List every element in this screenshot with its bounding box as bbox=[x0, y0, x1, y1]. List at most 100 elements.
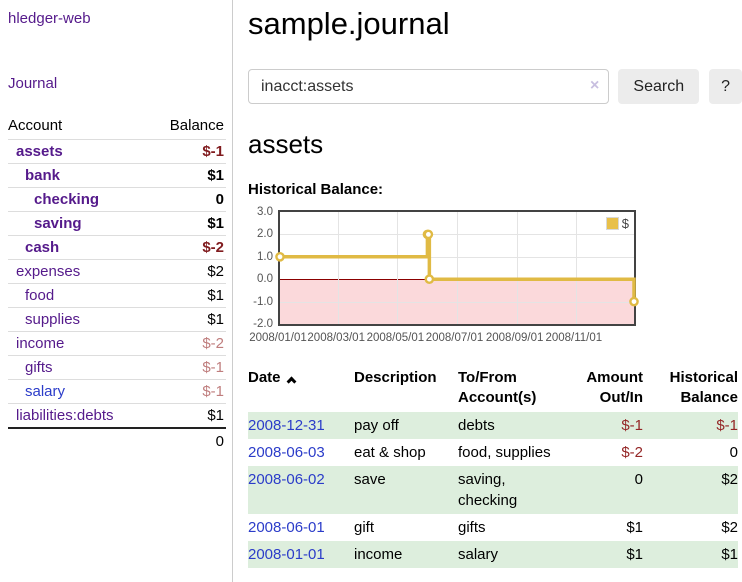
transaction-accounts: food, supplies bbox=[458, 444, 551, 461]
transaction-accounts: gifts bbox=[458, 519, 486, 536]
sidebar-item-liabilities-debts: liabilities:debts $1 bbox=[8, 403, 226, 427]
account-balance: $-1 bbox=[202, 383, 224, 400]
x-tick-label: 2008/11/01 bbox=[545, 332, 603, 344]
balance-column-header: Balance bbox=[169, 117, 224, 134]
data-point-marker bbox=[275, 252, 285, 262]
data-point-marker bbox=[629, 296, 639, 307]
account-balance: $1 bbox=[207, 407, 224, 424]
sidebar-item-food: food $1 bbox=[8, 283, 226, 307]
account-link[interactable]: salary bbox=[25, 383, 66, 400]
transaction-balance: $-1 bbox=[716, 417, 738, 434]
legend-label: $ bbox=[621, 216, 629, 231]
account-link[interactable]: gifts bbox=[25, 359, 53, 376]
nav-journal-link[interactable]: Journal bbox=[8, 75, 58, 92]
transaction-date-link[interactable]: 2008-06-02 bbox=[248, 471, 325, 488]
x-tick-label: 2008/03/01 bbox=[307, 332, 365, 344]
data-point-marker bbox=[423, 229, 434, 240]
search-button[interactable]: Search bbox=[618, 69, 700, 104]
register-row: 2008-12-31 pay off debts $-1 $-1 bbox=[248, 412, 738, 439]
description-column-header: Description bbox=[354, 369, 437, 386]
transaction-description: pay off bbox=[354, 417, 399, 434]
account-link[interactable]: supplies bbox=[25, 311, 81, 328]
y-tick-label: -2.0 bbox=[253, 318, 273, 330]
x-axis-labels: 2008/01/01 2008/03/01 2008/05/01 2008/07/01… bbox=[248, 332, 742, 348]
account-balance: $2 bbox=[207, 263, 224, 280]
account-link[interactable]: expenses bbox=[16, 263, 81, 280]
register-row: 2008-06-01 gift gifts $1 $2 bbox=[248, 514, 738, 541]
account-balance: $1 bbox=[207, 287, 224, 304]
account-column-header: Account bbox=[8, 117, 63, 134]
amount-column-header: Amount Out/In bbox=[586, 369, 643, 406]
plot-area: $ bbox=[275, 210, 639, 326]
balance-column-header: Historical Balance bbox=[669, 369, 738, 406]
transaction-amount: $1 bbox=[626, 519, 643, 536]
y-tick-label: 0.0 bbox=[257, 273, 273, 286]
account-balance: $-1 bbox=[202, 143, 224, 160]
y-tick-label: 1.0 bbox=[257, 250, 273, 263]
sidebar-account-table: Account Balance assets $-1 bank $1 check… bbox=[8, 114, 226, 453]
account-link[interactable]: saving bbox=[34, 215, 82, 232]
accounts-column-header: To/From Account(s) bbox=[458, 369, 537, 406]
account-heading: assets bbox=[248, 129, 324, 159]
transaction-description: eat & shop bbox=[354, 444, 426, 461]
transaction-amount: $-2 bbox=[621, 444, 643, 461]
account-link[interactable]: income bbox=[16, 335, 65, 352]
date-column-header[interactable]: Date bbox=[248, 366, 346, 412]
account-balance: $1 bbox=[207, 215, 224, 232]
sidebar-item-expenses: expenses $2 bbox=[8, 259, 226, 283]
chart-legend: $ bbox=[603, 215, 631, 232]
account-link[interactable]: checking bbox=[34, 191, 100, 208]
x-tick-label: 2008/01/01 bbox=[249, 332, 307, 344]
transaction-amount: $-1 bbox=[621, 417, 643, 434]
help-button[interactable]: ? bbox=[709, 69, 742, 104]
sidebar-item-saving: saving $1 bbox=[8, 211, 226, 235]
x-tick-label: 2008/05/01 bbox=[366, 332, 425, 344]
x-tick-label: 2008/07/01 bbox=[425, 332, 484, 344]
transaction-description: income bbox=[354, 546, 403, 563]
account-link[interactable]: cash bbox=[25, 239, 60, 256]
sidebar-item-bank: bank $1 bbox=[8, 163, 226, 187]
transaction-balance: $2 bbox=[721, 471, 738, 488]
sidebar-item-cash: cash $-2 bbox=[8, 235, 226, 259]
transaction-balance: 0 bbox=[729, 444, 738, 461]
account-link[interactable]: liabilities:debts bbox=[16, 407, 114, 424]
transaction-date-link[interactable]: 2008-06-03 bbox=[248, 444, 325, 461]
account-balance: $-2 bbox=[202, 335, 224, 352]
account-balance: $1 bbox=[207, 167, 224, 184]
transaction-date-link[interactable]: 2008-12-31 bbox=[248, 417, 325, 434]
transaction-accounts: saving, checking bbox=[458, 471, 518, 509]
sort-ascending-icon bbox=[286, 376, 296, 387]
balance-chart: $ 3.0 2.0 1.0 0.0 -1.0 -2.0 2008/01/01 2008/03… bbox=[248, 206, 742, 350]
transaction-description: gift bbox=[354, 519, 375, 536]
transaction-date-link[interactable]: 2008-06-01 bbox=[248, 519, 325, 536]
app-brand-link[interactable]: hledger-web bbox=[8, 10, 91, 27]
account-link[interactable]: assets bbox=[16, 143, 63, 160]
chart-title: Historical Balance: bbox=[248, 181, 384, 198]
transaction-accounts: debts bbox=[458, 417, 495, 434]
balance-line-series bbox=[275, 229, 639, 307]
y-tick-label: -1.0 bbox=[253, 295, 273, 308]
sidebar-item-supplies: supplies $1 bbox=[8, 307, 226, 331]
transaction-amount: 0 bbox=[634, 471, 643, 488]
sidebar-item-salary: salary $-1 bbox=[8, 379, 226, 403]
y-tick-label: 3.0 bbox=[257, 206, 273, 218]
sidebar-item-assets: assets $-1 bbox=[8, 139, 226, 163]
transaction-balance: $2 bbox=[721, 519, 738, 536]
transaction-balance: $1 bbox=[721, 546, 738, 563]
account-link[interactable]: bank bbox=[25, 167, 61, 184]
sidebar-item-gifts: gifts $-1 bbox=[8, 355, 226, 379]
account-balance: $-1 bbox=[202, 359, 224, 376]
y-tick-label: 2.0 bbox=[257, 228, 273, 241]
account-balance: 0 bbox=[215, 191, 224, 208]
main-content: sample.journal × Search ? assets Histori… bbox=[248, 0, 742, 582]
account-link[interactable]: food bbox=[25, 287, 55, 304]
x-tick-label: 2008/09/01 bbox=[485, 332, 544, 344]
transaction-date-link[interactable]: 2008-01-01 bbox=[248, 546, 325, 563]
search-input[interactable] bbox=[248, 69, 610, 104]
sidebar-item-income: income $-2 bbox=[8, 331, 226, 355]
search-form: × Search ? bbox=[248, 69, 742, 104]
register-row: 2008-06-02 save saving, checking 0 $2 bbox=[248, 466, 738, 514]
date-header-label: Date bbox=[248, 369, 281, 386]
account-balance: $-2 bbox=[202, 239, 224, 256]
clear-search-icon[interactable]: × bbox=[590, 77, 600, 94]
